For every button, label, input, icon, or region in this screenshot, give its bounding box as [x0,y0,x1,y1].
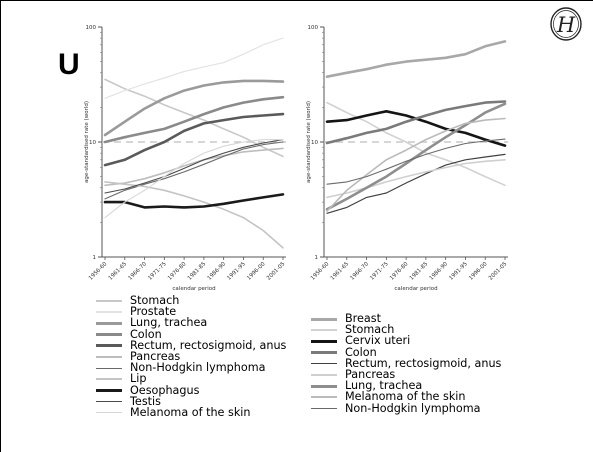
right-series-colon [325,100,507,145]
left-x-tick-label: 2001-05 [266,261,287,282]
left-x-tick-label: 1971-75 [147,261,168,282]
frame-left-rule [0,0,1,452]
left-legend-swatch [96,356,122,358]
left-legend-label: Lip [130,372,147,386]
left-legend-swatch [96,321,122,325]
left-series-prostate [104,37,284,99]
left-series-rectum-rectosigmoid-anus [103,112,285,167]
right-x-tick-label: 2001-05 [488,261,509,282]
left-legend-swatch [96,333,122,337]
left-y-tick-label: 1 [93,255,97,261]
left-x-tick-label: 1956-60 [88,261,109,282]
left-legend-label: Pancreas [130,349,181,363]
right-legend-swatch [311,374,337,376]
left-legend-label: Testis [130,394,161,408]
right-legend-label: Lung, trachea [345,379,423,393]
slide-letter: U [58,48,80,81]
right-legend-swatch [311,407,337,410]
circled-h-logo-icon: H [550,7,582,41]
left-y-tick-label: 100 [86,25,97,31]
left-legend-swatch [96,367,122,369]
right-legend-swatch [311,363,337,365]
left-series-testis [104,139,284,194]
left-y-tick-label: 10 [89,140,96,146]
right-legend-swatch [311,384,337,388]
left-legend-swatch [96,311,122,313]
right-legend-label: Cervix uteri [345,334,411,348]
left-legend-label: Lung, trachea [130,316,208,330]
left-series-stomach [104,78,284,158]
right-series-melanoma-of-the-skin [326,117,506,212]
left-legend-label: Stomach [130,294,180,307]
left-y-axis-label: age-standardised rate (world) [84,101,90,183]
right-legend-label: Pancreas [345,367,396,381]
right-x-axis-label: calendar period [394,286,437,292]
chart-right: 1 10 100 age-standardised rate (world) 1956-… [306,25,509,292]
right-legend-swatch [311,396,337,399]
left-x-tick-label: 1961-65 [108,261,129,282]
right-y-tick-label: 1 [315,255,319,261]
right-x-tick-label: 1956-60 [310,261,331,282]
right-series-pancreas [326,159,506,199]
right-series-breast [325,40,507,79]
left-x-tick-label: 1986-90 [207,261,228,282]
left-legend-label: Colon [130,327,162,341]
left-legend-label: Non-Hodgkin lymphoma [130,361,266,375]
right-legend-label: Rectum, rectosigmoid, anus [345,356,502,370]
left-legend-label: Oesophagus [130,383,200,397]
right-legend-swatch [311,351,337,355]
left-legend-swatch [96,401,122,403]
right-legend-label: Colon [345,345,377,359]
right-x-tick-label: 1991-95 [448,261,469,282]
left-legend-label: Rectum, rectosigmoid, anus [130,338,287,352]
left-x-tick-label: 1991-95 [226,261,247,282]
right-y-tick-label: 10 [311,140,318,146]
left-series-lung-trachea [103,79,285,137]
frame-top-rule [0,0,593,1]
chart-left: 1 10 100 age-standardised rate (world) 1956-… [84,25,287,292]
right-x-tick-label: 1996-00 [468,261,489,282]
right-x-tick-label: 1971-75 [369,261,390,282]
left-series-lip [104,181,284,249]
right-x-tick-label: 1981-85 [409,261,430,282]
right-legend-swatch [311,339,337,343]
left-legend-label: Melanoma of the skin [130,405,251,419]
left-legend-swatch [96,300,122,302]
left-x-tick-label: 1976-80 [167,261,188,282]
left-series-pancreas [104,147,284,187]
right-x-tick-label: 1961-65 [330,261,351,282]
left-legend-swatch [96,344,122,348]
right-y-tick-label: 100 [308,25,319,31]
right-legend-label: Non-Hodgkin lymphoma [345,401,481,415]
right-x-tick-label: 1966-70 [349,261,370,282]
right-series-rectum-rectosigmoid-anus [326,153,506,214]
left-legend-swatch [96,389,122,392]
right-legend-label: Breast [345,312,381,325]
right-series-lung-trachea [325,102,507,211]
right-y-axis-label: age-standardised rate (world) [306,101,312,183]
left-legend-label: Prostate [130,305,177,319]
left-series-non-hodgkin-lymphoma [104,141,284,200]
left-x-tick-label: 1996-00 [246,261,267,282]
right-series-non-hodgkin-lymphoma [326,138,506,185]
right-legend-label: Melanoma of the skin [345,390,466,404]
right-x-tick-label: 1976-80 [389,261,410,282]
right-legend-swatch [311,317,337,321]
left-x-tick-label: 1981-85 [187,261,208,282]
left-x-tick-label: 1966-70 [127,261,148,282]
left-legend-swatch [96,378,122,381]
right-legend-swatch [311,329,337,332]
left-series-melanoma-of-the-skin [104,139,284,219]
left-series-oesophagus [103,193,285,209]
right-x-tick-label: 1986-90 [429,261,450,282]
left-series-colon [103,95,285,144]
logo-letter: H [556,13,576,37]
left-legend-swatch [96,412,122,414]
right-legend-label: Stomach [345,323,395,337]
left-x-axis-label: calendar period [172,286,215,292]
